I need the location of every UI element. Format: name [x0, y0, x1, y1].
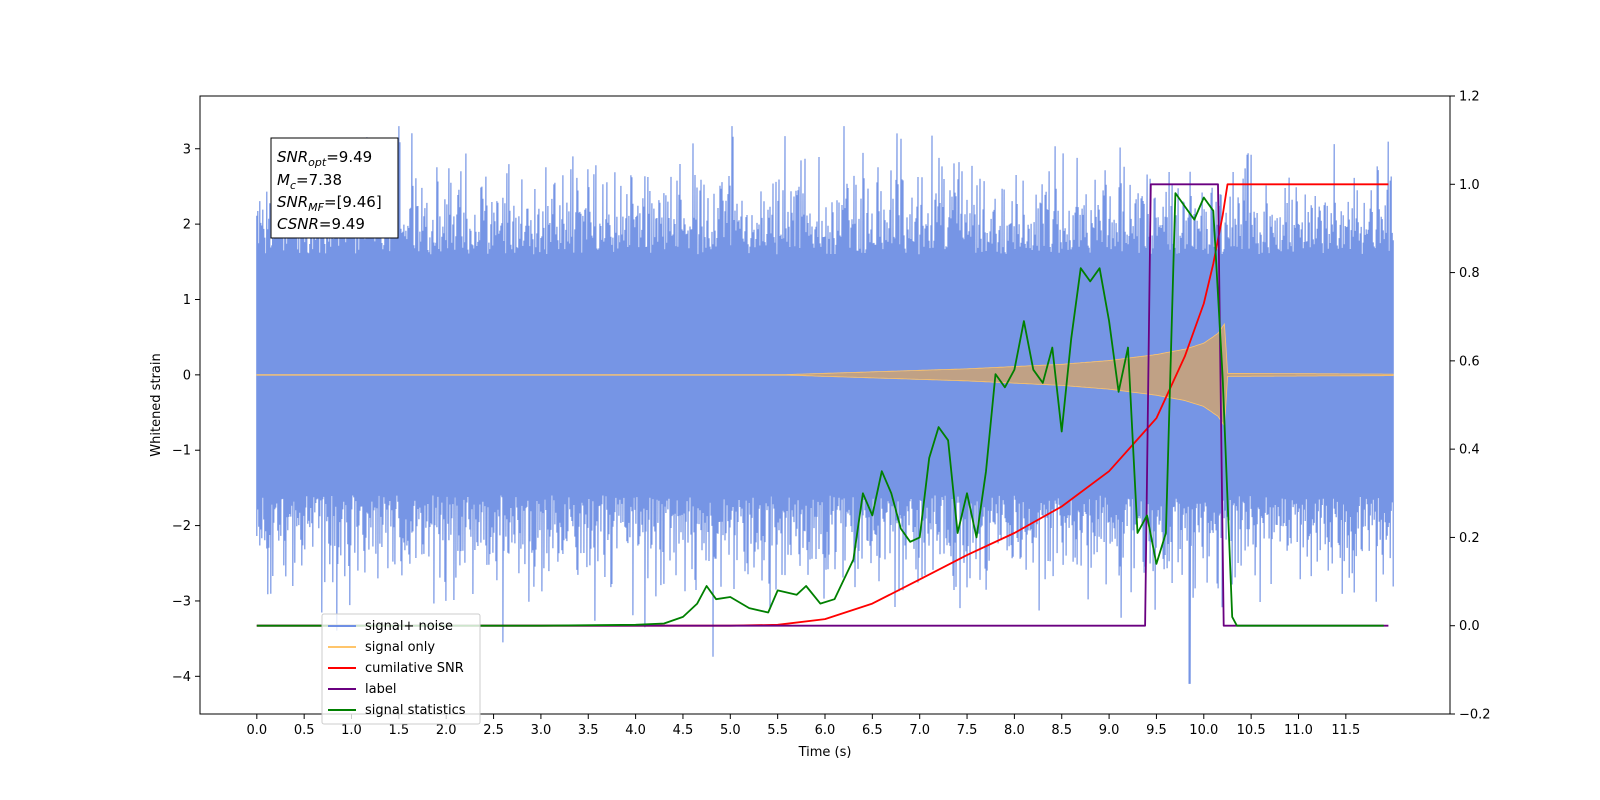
- y-right-tick-label: 1.0: [1459, 178, 1480, 193]
- stats-snr-opt-symbol: SNR: [277, 148, 308, 166]
- series-signal-only: [256, 322, 1394, 427]
- stats-csnr: CSNR=9.49: [277, 215, 365, 233]
- x-tick-label: 10.0: [1189, 723, 1218, 738]
- x-tick-label: 7.5: [957, 723, 978, 738]
- stats-snr-mf-subscript: MF: [308, 201, 324, 214]
- stats-csnr-value: =9.49: [319, 215, 365, 233]
- y-right-tick-label: 0.8: [1459, 266, 1480, 281]
- cumulative-snr-line: [256, 183, 1389, 627]
- x-tick-label: 2.5: [483, 723, 504, 738]
- x-tick-label: 4.5: [673, 723, 694, 738]
- x-tick-label: 11.0: [1284, 723, 1313, 738]
- x-tick-label: 0.0: [246, 723, 267, 738]
- y-left-tick-label: 2: [183, 218, 191, 233]
- plot-area: [256, 126, 1394, 684]
- stats-snr-opt-subscript: opt: [308, 156, 327, 169]
- stats-snr-mf-value: =[9.46]: [324, 193, 382, 211]
- x-tick-label: 10.5: [1237, 723, 1266, 738]
- stats-snr-opt-value: =9.49: [326, 148, 372, 166]
- legend-label-signal-statistics: signal statistics: [365, 703, 466, 718]
- y-left-tick-label: −1: [172, 444, 191, 459]
- x-tick-label: 1.5: [389, 723, 410, 738]
- y-left-tick-label: 3: [183, 142, 191, 157]
- y-axis-right: −0.2 0.0 0.2 0.4 0.6 0.8 1.0 1.2: [1450, 90, 1491, 723]
- signal-statistics-line: [256, 192, 1384, 627]
- stats-box-frame: [270, 137, 399, 239]
- stats-mc-subscript: c: [290, 179, 296, 192]
- legend-frame: [321, 613, 481, 725]
- y-axis-title: Whitened strain: [149, 353, 164, 456]
- x-tick-label: 0.5: [294, 723, 315, 738]
- x-tick-label: 2.0: [436, 723, 457, 738]
- x-tick-label: 7.0: [909, 723, 930, 738]
- signal-noise-line: [256, 126, 1394, 684]
- x-tick-label: 5.5: [767, 723, 788, 738]
- x-axis: 0.0 0.5 1.0 1.5 2.0 2.5 3.0 3.5 4.0 4.5 5.0 5.5 6.0 6…: [246, 714, 1360, 738]
- series-cumulative-snr: [256, 183, 1389, 627]
- x-tick-label: 3.5: [578, 723, 599, 738]
- x-tick-label: 1.0: [341, 723, 362, 738]
- x-axis-title: Time (s): [798, 745, 852, 760]
- y-left-tick-label: 0: [183, 368, 191, 383]
- y-left-tick-label: −4: [172, 670, 191, 685]
- x-tick-label: 4.0: [625, 723, 646, 738]
- legend-label-label: label: [365, 682, 396, 697]
- legend-label-signal-noise: signal+ noise: [365, 619, 453, 634]
- y-left-tick-label: −3: [172, 594, 191, 609]
- series-signal-statistics: [256, 192, 1384, 627]
- y-right-tick-label: 0.4: [1459, 443, 1480, 458]
- stats-box: SNRopt=9.49 Mc=7.38 SNRMF=[9.46] CSNR=9.…: [270, 137, 399, 239]
- signal-only-envelope: [256, 322, 1394, 427]
- legend: signal+ noise signal only cumilative SNR…: [321, 613, 481, 725]
- x-tick-label: 8.5: [1051, 723, 1072, 738]
- x-tick-label: 9.0: [1099, 723, 1120, 738]
- stats-snr-mf-symbol: SNR: [277, 193, 308, 211]
- y-left-tick-label: 1: [183, 293, 191, 308]
- y-right-tick-label: 0.6: [1459, 354, 1480, 369]
- y-right-tick-label: −0.2: [1459, 708, 1491, 723]
- x-tick-label: 6.0: [815, 723, 836, 738]
- x-tick-label: 3.0: [531, 723, 552, 738]
- stats-mc-value: =7.38: [296, 171, 342, 189]
- x-tick-label: 11.5: [1331, 723, 1360, 738]
- legend-label-signal-only: signal only: [365, 640, 435, 655]
- y-right-tick-label: 1.2: [1459, 90, 1480, 105]
- y-axis-left: −4 −3 −2 −1 0 1 2 3: [172, 142, 200, 685]
- y-right-tick-label: 0.0: [1459, 619, 1480, 634]
- stats-csnr-symbol: CSNR: [277, 215, 319, 233]
- stats-mc: Mc=7.38: [277, 171, 342, 192]
- y-left-tick-label: −2: [172, 519, 191, 534]
- x-tick-label: 6.5: [862, 723, 883, 738]
- series-signal-noise: [256, 126, 1394, 684]
- stats-mc-symbol: M: [277, 171, 290, 189]
- x-tick-label: 8.0: [1004, 723, 1025, 738]
- stats-snr-opt: SNRopt=9.49: [277, 148, 372, 169]
- legend-label-cumulative-snr: cumilative SNR: [365, 661, 464, 676]
- x-tick-label: 5.0: [720, 723, 741, 738]
- stats-snr-mf: SNRMF=[9.46]: [277, 193, 382, 214]
- y-right-tick-label: 0.2: [1459, 531, 1480, 546]
- x-tick-label: 9.5: [1146, 723, 1167, 738]
